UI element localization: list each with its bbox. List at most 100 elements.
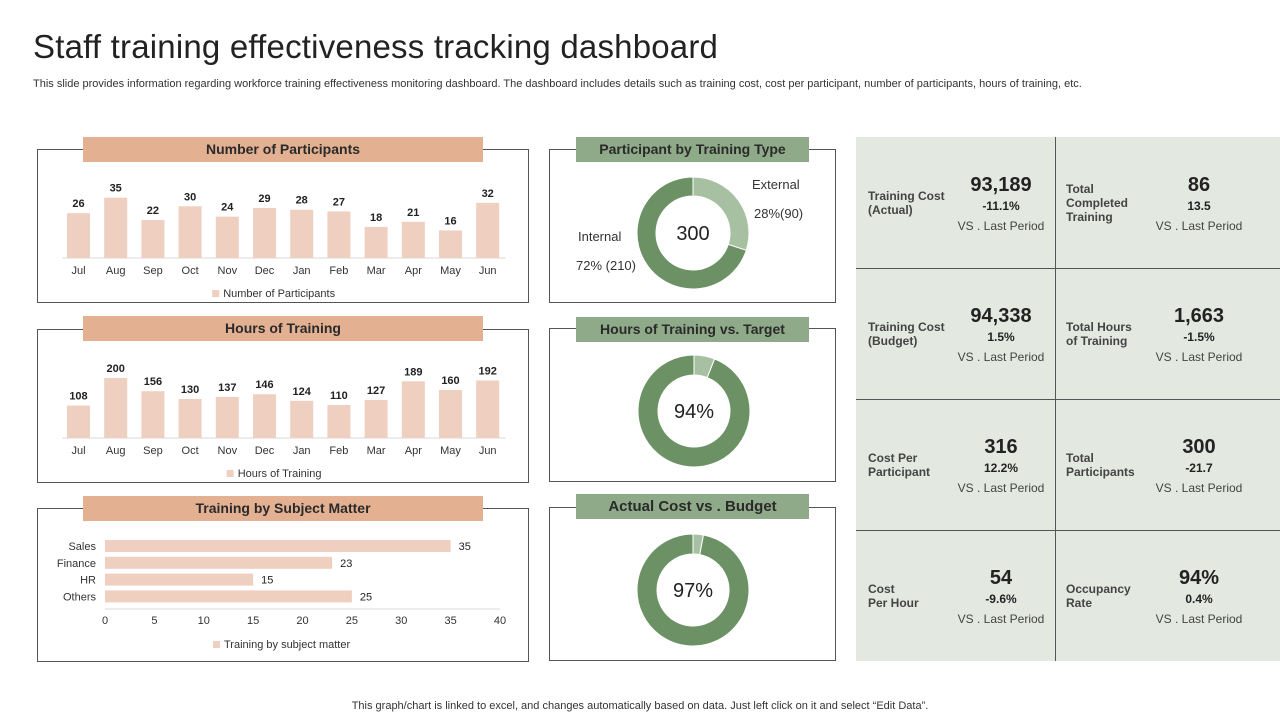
x-tick-label: 20 bbox=[296, 615, 308, 627]
x-tick-label: Jun bbox=[479, 265, 497, 277]
page-title: Staff training effectiveness tracking da… bbox=[33, 28, 719, 65]
data-label: 22 bbox=[147, 205, 159, 217]
x-tick-label: Aug bbox=[106, 445, 126, 457]
data-label: 25 bbox=[360, 591, 372, 603]
bar bbox=[327, 211, 351, 258]
metric-value: 54 bbox=[989, 567, 1013, 589]
hours-target-panel: 94% bbox=[549, 328, 836, 482]
bar bbox=[364, 399, 388, 438]
center-label: 94% bbox=[674, 401, 714, 423]
metric-vs: VS . Last Period bbox=[1155, 481, 1243, 495]
type-chart[interactable]: 300 Internal 72% (210) External 28%(90) bbox=[550, 150, 835, 302]
x-tick-label: Jun bbox=[479, 445, 497, 457]
x-tick-label: 25 bbox=[346, 615, 358, 627]
bar bbox=[439, 230, 462, 258]
bar bbox=[401, 381, 425, 438]
bar bbox=[476, 202, 500, 258]
legend-label: Training by subject matter bbox=[224, 639, 350, 651]
metric-change: 1.5% bbox=[987, 330, 1015, 344]
x-tick-label: 5 bbox=[151, 615, 157, 627]
type-panel: 300 Internal 72% (210) External 28%(90) bbox=[549, 149, 836, 303]
bar bbox=[439, 390, 462, 438]
x-tick-label: Nov bbox=[218, 265, 238, 277]
cost-budget-panel: 97% bbox=[549, 507, 836, 661]
cost-budget-chart[interactable]: 97% bbox=[550, 508, 835, 660]
bar bbox=[104, 378, 128, 438]
metric-label: Total Completed Training bbox=[1066, 182, 1129, 224]
hours-chart[interactable]: 108 Jul 200 Aug 156 Sep 130 Oct 137 Nov 146 Dec 124 J… bbox=[38, 330, 528, 482]
bar bbox=[104, 197, 128, 258]
x-tick-label: Oct bbox=[182, 445, 199, 457]
metric-vs: VS . Last Period bbox=[1155, 612, 1243, 626]
data-label: 108 bbox=[69, 391, 87, 403]
metric-cost-per-participant[interactable]: Cost Per Participant 316 12.2% VS . Last… bbox=[856, 399, 1056, 530]
page-subtitle: This slide provides information regardin… bbox=[33, 78, 1082, 90]
metric-value: 94% bbox=[1178, 567, 1220, 589]
bar bbox=[141, 220, 165, 258]
legend-swatch bbox=[212, 290, 220, 297]
metric-change: 13.5 bbox=[1187, 199, 1211, 213]
hours-panel: 108 Jul 200 Aug 156 Sep 130 Oct 137 Nov 146 Dec 124 J… bbox=[37, 329, 529, 483]
data-label: 27 bbox=[333, 196, 345, 208]
bar bbox=[253, 394, 276, 438]
x-tick-label: Jan bbox=[293, 265, 311, 277]
data-label: 32 bbox=[482, 188, 494, 200]
data-label: 146 bbox=[255, 379, 273, 391]
slice-detail: 72% (210) bbox=[576, 258, 636, 273]
metrics-divider bbox=[856, 399, 1280, 400]
metric-training-cost-budget[interactable]: Training Cost (Budget) 94,338 1.5% VS . … bbox=[856, 268, 1056, 399]
x-tick-label: Dec bbox=[255, 445, 275, 457]
metric-label: Total Hours of Training bbox=[1066, 320, 1132, 348]
metric-occupancy-rate[interactable]: Occupancy Rate 94% 0.4% VS . Last Period bbox=[1056, 530, 1256, 661]
data-label: 15 bbox=[261, 575, 273, 587]
x-tick-label: May bbox=[440, 445, 461, 457]
pie-slice bbox=[636, 176, 747, 290]
metric-training-cost-actual[interactable]: Training Cost (Actual) 93,189 -11.1% VS … bbox=[856, 137, 1056, 268]
metric-label: Occupancy Rate bbox=[1066, 582, 1131, 610]
metric-vs: VS . Last Period bbox=[957, 612, 1045, 626]
participants-panel: 26 Jul 35 Aug 22 Sep 30 Oct 24 Nov 29 Dec 28 Jan 27 Feb… bbox=[37, 149, 529, 303]
data-label: 137 bbox=[218, 382, 236, 394]
metric-value: 300 bbox=[1182, 436, 1216, 458]
bar bbox=[364, 226, 388, 258]
bar bbox=[105, 573, 254, 586]
metric-total-participants[interactable]: Total Participants 300 -21.7 VS . Last P… bbox=[1056, 399, 1256, 530]
y-tick-label: Sales bbox=[68, 541, 96, 553]
metrics-grid: Training Cost (Actual) 93,189 -11.1% VS … bbox=[856, 137, 1280, 661]
metrics-divider bbox=[856, 268, 1280, 269]
x-tick-label: Feb bbox=[329, 445, 348, 457]
metric-label: Training Cost (Actual) bbox=[868, 189, 945, 217]
data-label: 16 bbox=[444, 215, 456, 227]
legend-label: Number of Participants bbox=[223, 288, 335, 300]
bar bbox=[67, 405, 90, 438]
metric-cost-per-hour[interactable]: Cost Per Hour 54 -9.6% VS . Last Period bbox=[856, 530, 1056, 661]
slice-label: External bbox=[752, 177, 800, 192]
metrics-divider bbox=[856, 530, 1280, 531]
metric-value: 316 bbox=[984, 436, 1018, 458]
metric-value: 94,338 bbox=[970, 305, 1032, 327]
x-tick-label: Jul bbox=[71, 445, 85, 457]
center-label: 97% bbox=[673, 580, 713, 602]
metric-change: -1.5% bbox=[1183, 330, 1215, 344]
metric-total-completed-training[interactable]: Total Completed Training 86 13.5 VS . La… bbox=[1056, 137, 1256, 268]
legend-label: Hours of Training bbox=[238, 468, 322, 480]
subject-chart[interactable]: Sales 35 Finance 23 HR 15 Others 25 0 5 10 15 20 25 30… bbox=[38, 509, 528, 661]
bar bbox=[290, 400, 314, 438]
data-label: 30 bbox=[184, 191, 196, 203]
x-tick-label: 40 bbox=[494, 615, 506, 627]
subject-panel: Sales 35 Finance 23 HR 15 Others 25 0 5 10 15 20 25 30… bbox=[37, 508, 529, 662]
bar bbox=[215, 216, 239, 258]
participants-chart[interactable]: 26 Jul 35 Aug 22 Sep 30 Oct 24 Nov 29 Dec 28 Jan 27 Feb… bbox=[38, 150, 528, 302]
bar bbox=[141, 391, 165, 438]
hours-target-chart[interactable]: 94% bbox=[550, 329, 835, 481]
data-label: 160 bbox=[441, 375, 459, 387]
metric-total-hours-of-training[interactable]: Total Hours of Training 1,663 -1.5% VS .… bbox=[1056, 268, 1256, 399]
x-tick-label: Apr bbox=[405, 445, 422, 457]
bar bbox=[215, 396, 239, 438]
metric-value: 93,189 bbox=[970, 174, 1032, 196]
participants-panel-title: Number of Participants bbox=[83, 137, 483, 162]
metric-value: 1,663 bbox=[1173, 305, 1225, 327]
legend-swatch bbox=[213, 641, 220, 648]
x-tick-label: Aug bbox=[106, 265, 126, 277]
x-tick-label: Oct bbox=[182, 265, 199, 277]
